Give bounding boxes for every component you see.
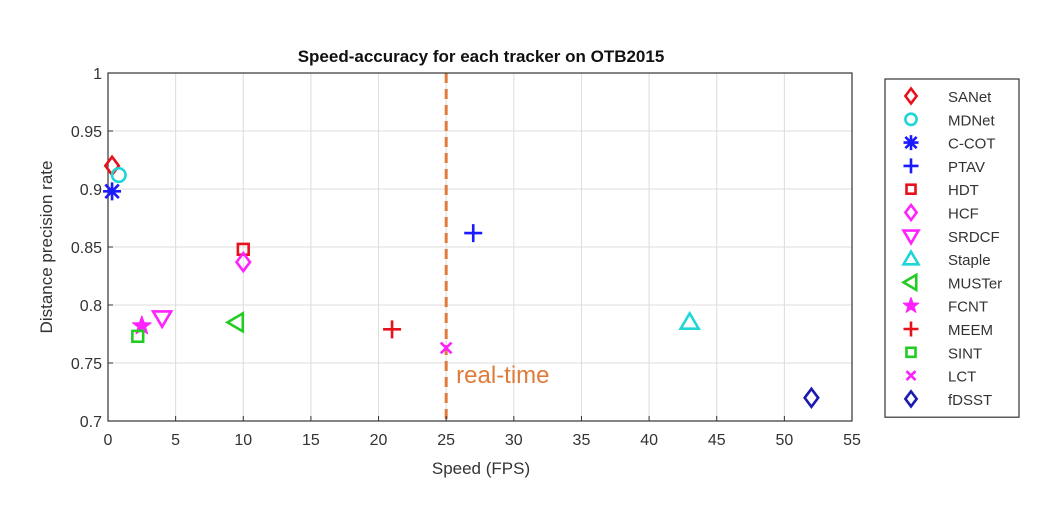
legend-label: SANet	[948, 89, 992, 106]
legend-marker	[905, 183, 917, 195]
point-c-cot	[103, 182, 122, 201]
legend: SANet MDNet C-COT PTAV HDT HCF SRDCF Staple MUST…	[884, 78, 1020, 418]
legend-marker	[903, 389, 919, 409]
legend-label: MDNet	[948, 112, 996, 129]
x-tick-label: 25	[437, 432, 455, 449]
legend-marker	[905, 346, 917, 359]
point-hcf	[234, 250, 252, 274]
legend-label: C-COT	[948, 136, 996, 153]
realtime-label: real-time	[456, 362, 549, 389]
y-tick-label: 1	[93, 66, 102, 83]
x-tick-label: 5	[171, 432, 180, 449]
point-meem	[383, 320, 402, 339]
x-tick-label: 15	[302, 432, 320, 449]
legend-label: MUSTer	[948, 275, 1002, 292]
point-sint	[131, 329, 145, 344]
point-muster	[224, 311, 245, 334]
legend-marker	[905, 370, 917, 382]
x-tick-label: 50	[775, 432, 793, 449]
legend-marker	[901, 249, 921, 266]
legend-entry-hcf: HCF	[903, 202, 979, 223]
point-srdcf	[150, 310, 174, 330]
legend-label: MEEM	[948, 322, 993, 339]
legend-entry-c-cot: C-COT	[903, 135, 996, 153]
legend-marker	[901, 229, 921, 246]
x-tick-label: 35	[573, 432, 591, 449]
x-tick-label: 45	[708, 432, 726, 449]
legend-marker	[903, 321, 919, 337]
x-tick-label: 10	[234, 432, 252, 449]
x-tick-label: 30	[505, 432, 523, 449]
legend-marker	[903, 135, 919, 151]
legend-label: HCF	[948, 206, 979, 223]
x-axis-label: Speed (FPS)	[432, 459, 530, 478]
legend-entry-sint: SINT	[905, 345, 982, 362]
y-tick-label: 0.95	[71, 124, 102, 141]
legend-label: SINT	[948, 345, 982, 362]
point-fdsst	[803, 386, 820, 409]
x-tick-label: 55	[843, 432, 861, 449]
y-tick-label: 0.8	[80, 298, 102, 315]
legend-label: fDSST	[948, 392, 992, 409]
legend-entry-staple: Staple	[901, 249, 991, 269]
data-points	[103, 154, 820, 409]
y-tick-label: 0.75	[71, 356, 102, 373]
legend-entry-mdnet: MDNet	[904, 112, 996, 129]
legend-marker	[900, 272, 918, 293]
legend-marker	[904, 112, 918, 127]
x-tick-label: 40	[640, 432, 658, 449]
legend-marker	[903, 86, 919, 106]
legend-entry-muster: MUSTer	[900, 272, 1002, 293]
legend-entry-hdt: HDT	[905, 182, 979, 199]
legend-label: FCNT	[948, 299, 988, 316]
y-tick-label: 0.7	[80, 414, 102, 431]
point-ptav	[464, 224, 483, 243]
legend-label: HDT	[948, 182, 979, 199]
legend-entry-sanet: SANet	[903, 86, 992, 106]
y-tick-label: 0.85	[71, 240, 102, 257]
legend-entry-fcnt: FCNT	[902, 296, 988, 316]
chart-title: Speed-accuracy for each tracker on OTB20…	[298, 47, 665, 66]
point-lct	[439, 341, 453, 355]
legend-label: LCT	[948, 369, 976, 386]
legend-box	[884, 78, 1020, 418]
legend-entry-srdcf: SRDCF	[901, 229, 1000, 246]
legend-marker	[903, 158, 919, 174]
legend-entry-lct: LCT	[905, 369, 976, 386]
x-tick-label: 0	[104, 432, 113, 449]
reference-line-group: real-time	[444, 73, 550, 421]
legend-label: PTAV	[948, 159, 985, 176]
legend-marker	[903, 202, 919, 223]
tick-labels: 0 5 10 15 20 25 30 35 40 45 50 55 0.7 0.75 0.8 0.85 0.9 0…	[71, 66, 861, 449]
point-staple	[678, 310, 701, 330]
axes	[107, 72, 853, 422]
x-tick-label: 20	[370, 432, 388, 449]
point-mdnet	[110, 167, 127, 184]
legend-entry-ptav: PTAV	[903, 158, 985, 176]
legend-marker	[902, 296, 920, 313]
legend-label: Staple	[948, 252, 991, 269]
grid	[107, 72, 853, 422]
axes-box	[107, 72, 853, 422]
legend-entry-fdsst: fDSST	[903, 389, 992, 409]
legend-entry-meem: MEEM	[903, 321, 993, 339]
legend-label: SRDCF	[948, 229, 1000, 246]
y-axis-label: Distance precision rate	[37, 161, 56, 334]
y-tick-label: 0.9	[80, 182, 102, 199]
